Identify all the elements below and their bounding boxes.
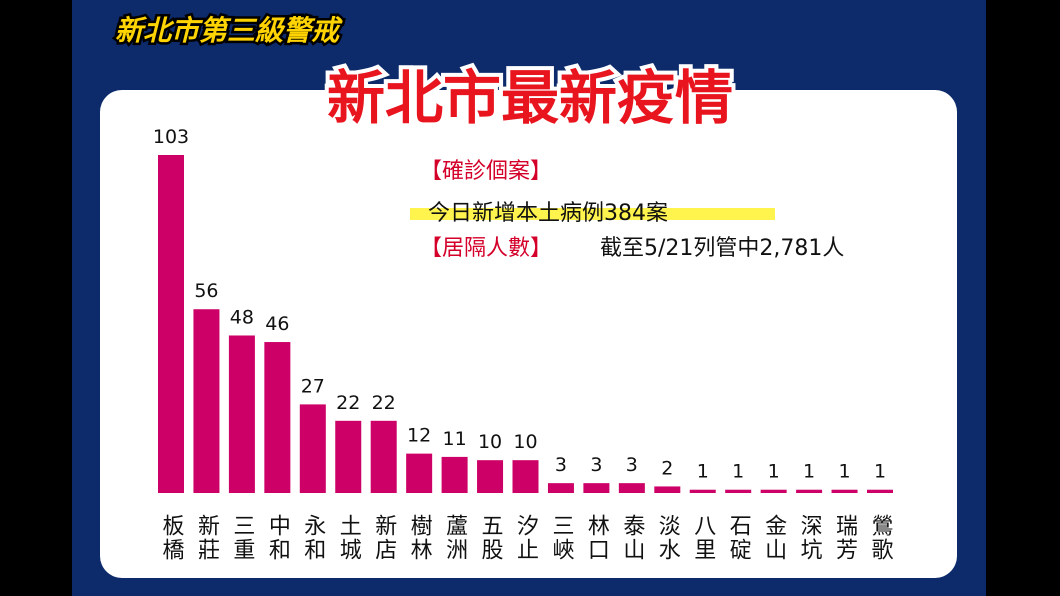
bar — [228, 335, 255, 493]
value-label: 1 — [732, 461, 744, 483]
alert-title: 新北市第三級警戒 — [115, 14, 343, 47]
category-label: 金山 — [761, 514, 787, 562]
category-label: 汐止 — [513, 514, 539, 562]
bar — [867, 489, 893, 493]
bar — [335, 420, 362, 493]
bar — [264, 342, 291, 493]
value-label: 10 — [513, 431, 537, 453]
bar — [370, 420, 397, 493]
category-label: 泰山 — [619, 514, 645, 562]
category-label: 瑞芳 — [832, 514, 858, 562]
bar — [618, 483, 645, 493]
value-label: 10 — [478, 431, 502, 453]
bar — [193, 309, 220, 493]
category-label: 淡水 — [655, 514, 681, 562]
category-label: 蘆洲 — [442, 514, 468, 562]
value-label: 3 — [590, 454, 602, 476]
value-label: 22 — [336, 392, 360, 414]
title: 新北市最新疫情 — [327, 64, 733, 132]
value-label: 22 — [372, 392, 396, 414]
bar — [796, 489, 823, 493]
value-label: 103 — [153, 126, 189, 148]
category-label: 五股 — [478, 514, 504, 562]
bar — [158, 155, 184, 493]
category-label: 鶯歌 — [868, 514, 894, 562]
confirmed-label: 【確診個案】 — [420, 159, 552, 184]
bar — [406, 453, 433, 493]
bar — [512, 460, 539, 493]
category-label: 三峽 — [548, 514, 573, 562]
category-label: 三重 — [229, 514, 254, 562]
value-label: 1 — [697, 461, 709, 483]
category-label: 石碇 — [726, 514, 752, 562]
category-label: 新莊 — [194, 514, 220, 562]
category-label: 新店 — [371, 514, 397, 562]
bar — [547, 483, 574, 493]
category-label: 永和 — [300, 514, 326, 562]
confirmed-text: 今日新增本土病例384案 — [428, 201, 668, 226]
bar — [441, 456, 468, 493]
bar — [689, 489, 716, 493]
value-label: 12 — [407, 425, 431, 447]
value-label: 3 — [555, 454, 567, 476]
quarantine-text: 截至5/21列管中2,781人 — [600, 236, 844, 261]
category-label: 八里 — [690, 514, 716, 562]
bar — [654, 486, 681, 493]
bar — [760, 489, 787, 493]
value-label: 1 — [768, 461, 780, 483]
bar — [477, 460, 504, 493]
value-label: 27 — [301, 375, 325, 397]
value-label: 46 — [265, 313, 289, 335]
quarantine-label: 【居隔人數】 — [420, 236, 552, 261]
bar — [299, 404, 326, 493]
value-label: 48 — [230, 306, 254, 328]
category-label: 板橋 — [159, 514, 185, 562]
bar — [831, 489, 858, 493]
plot: 103板橋56新莊48三重46中和27永和22土城22新店12樹林11蘆洲10五… — [153, 126, 894, 562]
bar — [583, 483, 610, 493]
value-label: 1 — [803, 461, 815, 483]
value-label: 56 — [194, 280, 218, 302]
value-label: 3 — [626, 454, 638, 476]
category-label: 林口 — [584, 514, 610, 562]
category-label: 土城 — [336, 514, 362, 562]
category-label: 中和 — [265, 514, 291, 562]
category-label: 深坑 — [797, 514, 823, 562]
bar — [725, 489, 752, 493]
value-label: 11 — [443, 428, 467, 450]
value-label: 1 — [839, 461, 851, 483]
value-label: 2 — [661, 457, 673, 479]
value-label: 1 — [874, 461, 886, 483]
category-label: 樹林 — [407, 514, 433, 562]
highlight — [410, 208, 775, 220]
